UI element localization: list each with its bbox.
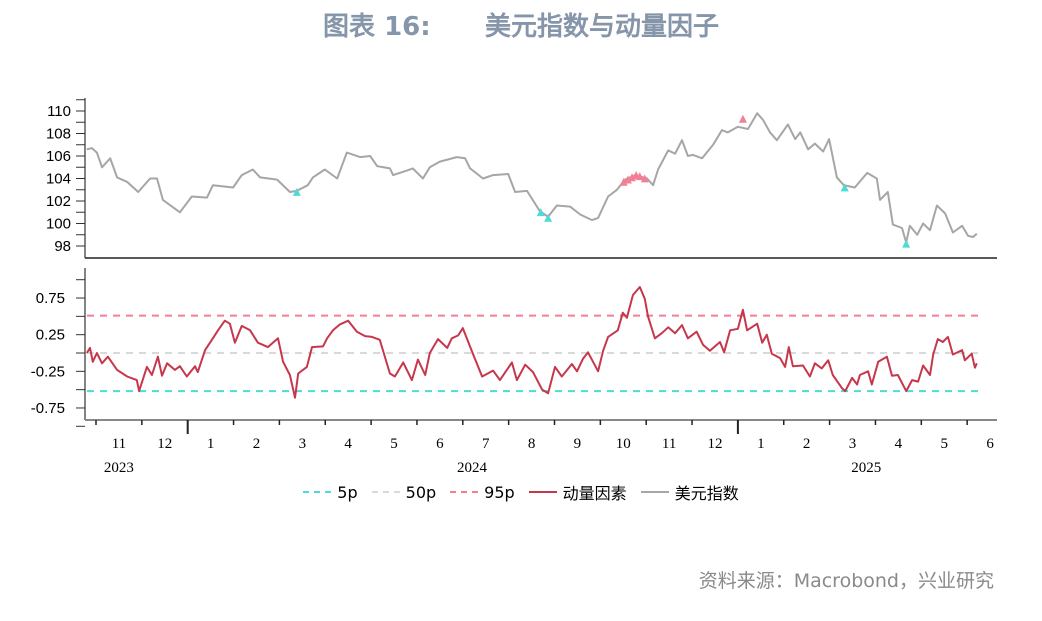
month-label: 4 (344, 436, 352, 452)
top-y-tick-label: 110 (47, 103, 71, 120)
month-label: 10 (616, 436, 631, 452)
month-label: 3 (849, 436, 857, 452)
legend-item: 5p (303, 480, 358, 504)
top-y-tick-label: 104 (46, 171, 71, 188)
high-signal-marker (635, 172, 644, 181)
legend-item: 美元指数 (640, 480, 739, 504)
bottom-y-tick-label: -0.25 (31, 363, 65, 380)
month-label: 3 (299, 436, 307, 452)
month-label: 8 (528, 436, 536, 452)
legend-label: 动量因素 (562, 484, 627, 503)
low-signal-marker (292, 187, 301, 196)
low-signal-marker (536, 208, 545, 217)
top-y-tick-label: 106 (46, 148, 71, 165)
month-label: 9 (574, 436, 582, 452)
legend-label: 50p (405, 482, 437, 502)
chart-legend: 5p 50p 95p 动量因素 美元指数 (0, 480, 1042, 504)
month-label: 5 (940, 436, 948, 452)
dxy-line (86, 112, 978, 244)
chart-title: 图表 16: 美元指数与动量因子 (323, 12, 719, 42)
legend-swatch (640, 491, 669, 493)
momentum-line (85, 286, 978, 399)
year-label: 2025 (851, 460, 881, 476)
top-y-tick-label: 98 (54, 238, 71, 255)
month-label: 1 (757, 436, 765, 452)
legend-swatch (303, 491, 332, 493)
month-label: 6 (986, 436, 994, 452)
bottom-y-tick-label: 0.75 (36, 290, 65, 307)
legend-label: 95p (484, 482, 515, 502)
high-signal-marker (640, 174, 649, 183)
top-y-tick-label: 102 (46, 193, 71, 210)
top-y-tick-label: 100 (46, 216, 71, 233)
high-signal-marker (619, 177, 628, 186)
month-label: 12 (157, 436, 172, 452)
bottom-y-tick-label: 0.25 (36, 327, 65, 344)
month-label: 11 (112, 436, 126, 452)
legend-item: 动量因素 (528, 480, 627, 504)
high-signal-marker (738, 114, 747, 123)
low-signal-marker (840, 183, 849, 192)
month-label: 7 (482, 436, 490, 452)
legend-label: 美元指数 (674, 484, 739, 503)
high-signal-marker (627, 173, 636, 182)
month-label: 2 (803, 436, 811, 452)
month-label: 2 (253, 436, 261, 452)
month-label: 6 (436, 436, 444, 452)
high-signal-marker (623, 175, 632, 184)
legend-swatch (371, 491, 400, 493)
legend-swatch (450, 491, 479, 493)
legend-label: 5p (337, 482, 358, 502)
month-label: 12 (707, 436, 722, 452)
bottom-y-tick-label: -0.75 (31, 400, 65, 417)
legend-item: 95p (450, 480, 515, 504)
low-signal-marker (902, 239, 911, 248)
legend-swatch (528, 491, 557, 493)
month-label: 11 (662, 436, 676, 452)
year-label: 2023 (104, 460, 134, 476)
month-label: 4 (895, 436, 903, 452)
top-y-tick-label: 108 (46, 126, 71, 143)
source-note: 资料来源：Macrobond，兴业研究 (698, 570, 994, 592)
low-signal-marker (544, 213, 553, 222)
year-label: 2024 (457, 460, 488, 476)
month-label: 1 (207, 436, 215, 452)
legend-item: 50p (371, 480, 437, 504)
month-label: 5 (390, 436, 398, 452)
